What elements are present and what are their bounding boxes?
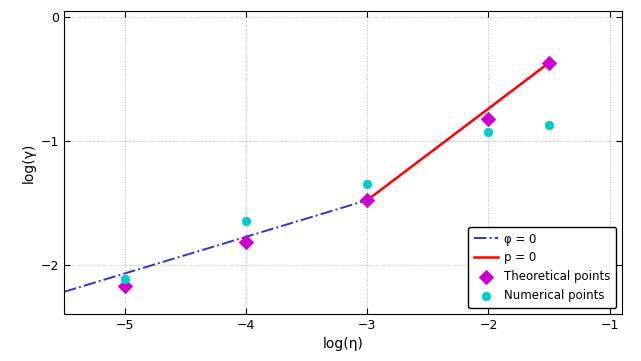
- Numerical points: [362, 181, 372, 187]
- p = 0: [363, 198, 371, 203]
- Theoretical points: [544, 60, 554, 66]
- Theoretical points: [241, 239, 251, 245]
- Numerical points: [483, 129, 494, 135]
- Numerical points: [120, 277, 130, 282]
- Theoretical points: [483, 116, 494, 121]
- Line: φ = 0: φ = 0: [64, 200, 367, 292]
- Legend: φ = 0, p = 0, Theoretical points, Numerical points: φ = 0, p = 0, Theoretical points, Numeri…: [468, 227, 616, 308]
- Line: p = 0: p = 0: [367, 63, 549, 200]
- φ = 0: [60, 290, 68, 294]
- Theoretical points: [120, 283, 130, 288]
- φ = 0: [363, 198, 371, 203]
- p = 0: [545, 61, 553, 65]
- Numerical points: [241, 218, 251, 224]
- Y-axis label: log(γ): log(γ): [21, 142, 35, 183]
- Numerical points: [544, 122, 554, 127]
- X-axis label: log(η): log(η): [322, 338, 363, 352]
- Theoretical points: [362, 197, 372, 203]
